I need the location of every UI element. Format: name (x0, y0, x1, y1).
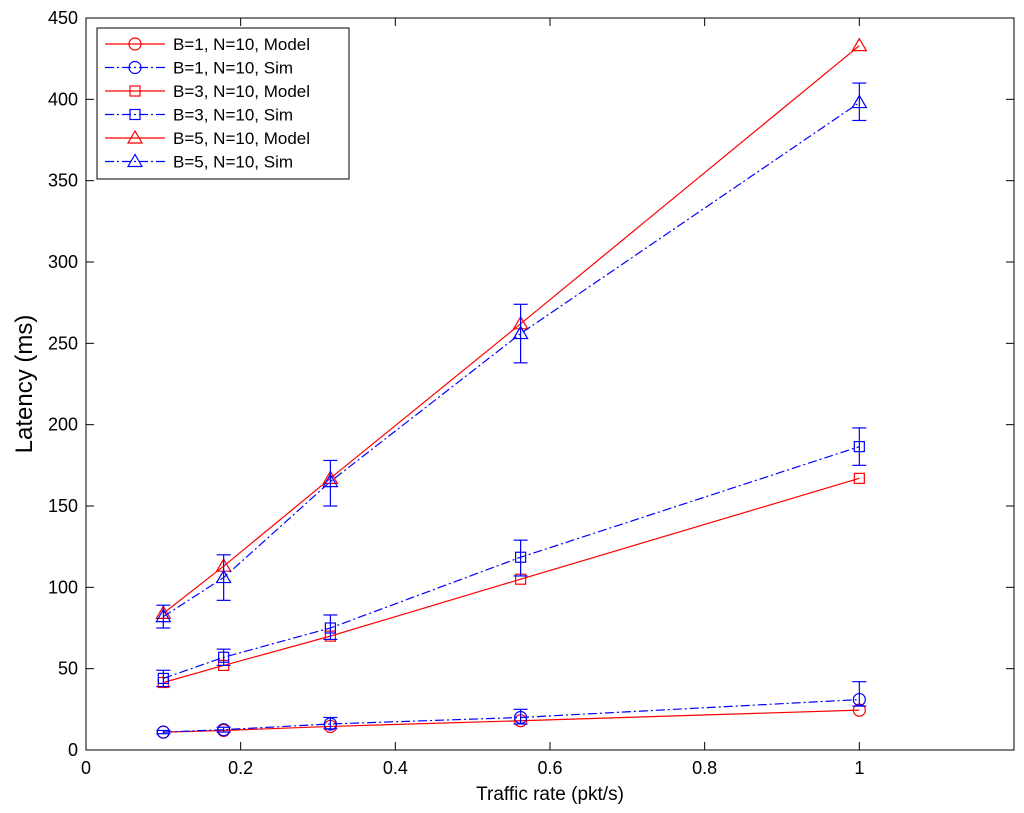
x-axis-label: Traffic rate (pkt/s) (476, 784, 624, 805)
data-point (515, 551, 527, 563)
y-tick-label: 0 (68, 740, 78, 760)
y-tick-label: 200 (48, 415, 78, 435)
legend-entry: B=1, N=10, Model (173, 35, 310, 54)
x-tick-label: 0.2 (228, 758, 253, 778)
data-point (853, 472, 865, 484)
data-point (852, 692, 866, 707)
data-point (217, 723, 231, 737)
series-layer (155, 37, 868, 739)
y-tick-label: 50 (58, 659, 78, 679)
series-5 (155, 82, 868, 629)
data-point (324, 622, 336, 634)
tick-labels: 0 0.2 0.4 0.6 0.8 1 0 50 100 150 200 250 300 350 400 45… (48, 8, 864, 778)
x-tick-label: 0.6 (537, 758, 562, 778)
data-point (851, 94, 868, 109)
data-point (215, 569, 232, 584)
x-tick-label: 1 (854, 758, 864, 778)
legend-marker (128, 60, 142, 75)
series-line (163, 698, 860, 733)
legend: B=1, N=10, Model B=1, N=10, Sim B=3, N=10,… (96, 27, 350, 180)
series-3 (156, 427, 867, 688)
legend-marker (126, 129, 144, 144)
series-1 (156, 681, 867, 739)
legend-entry: B=3, N=10, Model (173, 82, 310, 101)
y-tick-label: 450 (48, 8, 78, 28)
legend-marker (129, 108, 141, 121)
data-point (218, 651, 230, 663)
legend-marker (129, 85, 141, 97)
y-tick-label: 100 (48, 577, 78, 597)
data-point (157, 672, 169, 685)
series-line (163, 102, 860, 618)
legend-marker (128, 37, 142, 51)
y-tick-label: 300 (48, 252, 78, 272)
data-point (322, 473, 339, 488)
legend-entry: B=5, N=10, Sim (173, 153, 293, 172)
legend-entry: B=5, N=10, Model (173, 129, 310, 148)
data-point (323, 717, 337, 731)
data-point (853, 441, 865, 453)
x-tick-label: 0 (81, 758, 91, 778)
data-point (156, 725, 170, 739)
y-tick-label: 400 (48, 89, 78, 109)
y-tick-label: 350 (48, 171, 78, 191)
y-tick-label: 150 (48, 496, 78, 516)
legend-box (96, 27, 350, 180)
data-point (514, 710, 528, 725)
data-point (851, 37, 868, 52)
legend-marker (126, 153, 144, 168)
y-axis-label: Latency (ms) (11, 315, 38, 454)
tick-marks (85, 17, 1014, 751)
legend-entry: B=1, N=10, Sim (173, 59, 293, 78)
x-tick-label: 0.8 (692, 758, 717, 778)
legend-entry: B=3, N=10, Sim (173, 106, 293, 125)
data-point (512, 325, 529, 340)
data-point (155, 608, 172, 623)
y-tick-label: 250 (48, 333, 78, 353)
x-tick-label: 0.4 (383, 758, 408, 778)
